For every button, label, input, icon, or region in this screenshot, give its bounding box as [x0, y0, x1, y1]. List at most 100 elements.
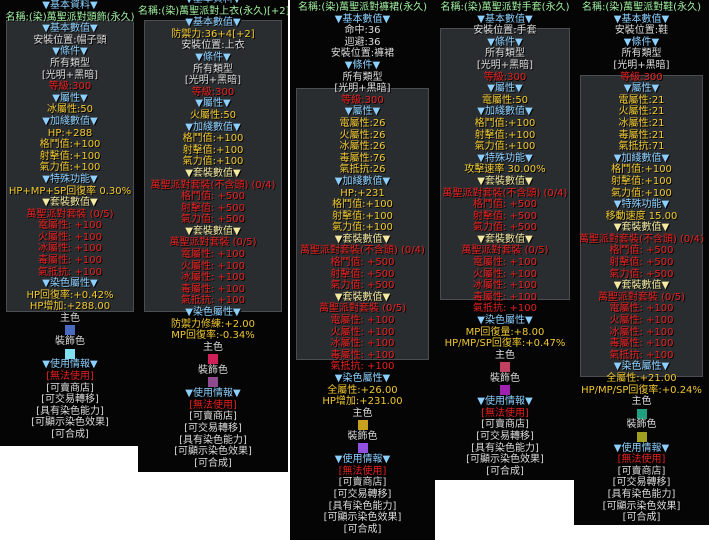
tooltip-line: [可賣商店] — [46, 382, 94, 394]
tooltip-line: 氣抵抗:71 — [618, 141, 665, 153]
color-swatch — [65, 348, 75, 359]
tooltip-line: 火屬性: +100 — [472, 268, 537, 280]
tooltip-line: 毒屬性: +100 — [330, 349, 395, 361]
tooltip-line: 主色 — [631, 396, 652, 408]
tooltip-line: 火屬性: +100 — [609, 315, 674, 327]
tooltip-line: 全屬性:+26.00 — [327, 384, 398, 396]
section-header: ▼使用情報▼ — [42, 359, 98, 371]
tooltip-line: 命中:36 — [344, 25, 381, 37]
color-swatch — [500, 385, 510, 396]
tooltip-line: 萬聖派對套裝 (0/5) — [169, 237, 257, 249]
tooltip-line: [無法使用] — [338, 465, 387, 477]
tooltip-line: 格鬥值: +500 — [609, 245, 674, 257]
tooltip-line: [無法使用] — [617, 454, 666, 466]
section-header: ▼加綫數值▼ — [185, 121, 241, 133]
tooltip-line: 氣力值: +500 — [330, 280, 395, 292]
tooltip-line: 所有類型 — [621, 48, 662, 60]
tooltip-line: 射擊值: +500 — [609, 257, 674, 269]
tooltip-line: [可合成] — [622, 512, 661, 524]
tooltip-line: 防禦力修練:+2.00 — [170, 318, 255, 330]
tooltip-line: 所有類型 — [50, 57, 90, 69]
tooltip-line: [可賣商店] — [189, 411, 237, 423]
tooltip-line: 毒屬性: +100 — [472, 291, 537, 303]
color-swatch — [208, 377, 218, 388]
section-header: ▼特殊功能▼ — [613, 199, 670, 211]
tooltip-line: 移動速度 15.00 — [605, 210, 678, 222]
section-header: ▼套裝數值▼ — [477, 233, 533, 245]
tooltip-line: 格鬥值:+100 — [39, 139, 101, 151]
tooltip-line: [可合成] — [194, 457, 232, 469]
tooltip-line: 冰屬性:50 — [46, 104, 94, 116]
tooltip-line: 裝飾色 — [198, 365, 228, 376]
tooltip-line: [具有染色能力] — [36, 405, 104, 417]
item-tooltip-shoes: 名稱:(染)萬聖派對鞋(永久) ▼基本數值▼ 安裝位置:鞋 ▼條件▼ 所有類型 [光明+黑… — [574, 0, 709, 525]
tooltip-line: HP+MP+SP回復率 0.30% — [8, 185, 132, 197]
tooltip-line: 射擊值:+100 — [474, 129, 536, 141]
tooltip-line: [可合成] — [343, 523, 382, 535]
color-swatch — [357, 420, 368, 431]
tooltip-line: 主色 — [60, 313, 80, 325]
tooltip-line: 氣力值: +500 — [180, 214, 245, 226]
item-tooltip-headwear: ▼基本資料▼ 名稱:(染)萬聖派對頭飾(永久) ▼基本數值▼ 安裝位置:帽子頭 ▼條件▼… — [0, 0, 140, 446]
tooltip-line: MP回復率:-0.34% — [171, 330, 255, 342]
inventory-window — [580, 75, 703, 377]
section-header: ▼套裝數值▼ — [185, 225, 241, 237]
section-header: ▼染色屬性▼ — [613, 361, 670, 373]
tooltip-line: [無法使用] — [46, 371, 94, 382]
tooltip-line: 氣抵抗:26 — [339, 164, 386, 176]
tooltip-line: 萬聖派對套裝(不含頭) (0/4) — [579, 233, 704, 245]
main-color-swatch — [138, 353, 288, 365]
tooltip-lines: ▼基本資料▼名稱:(染)萬聖派對上衣(永久)[+2]▼基本數值▼防禦力:36+4… — [138, 0, 288, 469]
inventory-window — [440, 28, 570, 300]
section-header: ▼套裝數值▼ — [42, 197, 98, 209]
tooltip-line: 冰屬性:26 — [339, 141, 386, 153]
tooltip-line: 氣抵抗: +100 — [609, 349, 674, 361]
tooltip-line: [光明+黑暗] — [41, 69, 99, 81]
tooltip-line: 裝飾色 — [55, 336, 85, 348]
tooltip-line: 電屬性: +100 — [472, 257, 537, 269]
tooltip-line: 氣力值:+100 — [332, 222, 393, 234]
section-header: ▼套裝數值▼ — [185, 167, 241, 179]
tooltip-line: 氣抵抗: +100 — [180, 295, 245, 307]
tooltip-line: 全屬性:+21.00 — [606, 373, 677, 384]
item-name: 名稱:(染)萬聖派對手套(永久) — [440, 2, 570, 13]
tooltip-line: 萬聖派對套裝 (0/5) — [318, 303, 407, 315]
color-swatch — [636, 408, 647, 419]
inventory-window — [296, 88, 429, 360]
tooltip-line: 火屬性: +100 — [180, 260, 245, 272]
tooltip-line: [可賣商店] — [338, 477, 387, 489]
tooltip-line: 射擊值: +500 — [330, 268, 395, 280]
main-color-swatch — [434, 361, 576, 373]
section-header: ▼加綫數值▼ — [42, 115, 98, 127]
tooltip-line: 萬聖派對套裝 (0/5) — [461, 245, 549, 257]
tooltip-line: [可顯示染色效果] — [466, 454, 544, 466]
section-header: ▼使用情報▼ — [613, 442, 670, 454]
tooltip-line: 射擊值:+100 — [182, 144, 244, 156]
tooltip-line: [具有染色能力] — [607, 488, 676, 500]
tooltip-line: MP回復量:+8.00 — [465, 326, 545, 338]
tooltip-line: 氣力值:+100 — [611, 187, 672, 199]
tooltip-line: [可顯示染色效果] — [602, 500, 681, 512]
tooltip-line: 氣力值: +500 — [472, 222, 537, 234]
tooltip-line: 萬聖派對套裝(不含頭) (0/4) — [150, 179, 276, 191]
section-header: ▼屬性▼ — [195, 98, 231, 110]
tooltip-line: 安裝位置:褲裙 — [330, 48, 395, 60]
tooltip-line: 格鬥值:+100 — [611, 164, 672, 176]
tooltip-line: 格鬥值:+100 — [332, 199, 393, 211]
color-swatch — [65, 325, 75, 336]
section-header: ▼基本數值▼ — [42, 23, 98, 35]
tooltip-line: 電屬性:26 — [339, 117, 386, 129]
color-swatch — [500, 362, 510, 373]
tooltip-line: 攻擊速率 30.00% — [464, 164, 546, 176]
tooltip-line: 安裝位置:鞋 — [614, 25, 669, 37]
tooltip-line: 毒屬性: +100 — [37, 255, 102, 267]
tooltip-line: 安裝位置:帽子頭 — [33, 34, 107, 46]
color-swatch — [357, 443, 368, 454]
tooltip-line: 裝飾色 — [347, 430, 378, 442]
decoration-color-swatch — [0, 348, 140, 360]
main-color-swatch — [290, 419, 435, 431]
tooltip-line: HP/MP/SP回復率:+0.47% — [444, 338, 566, 350]
tooltip-lines: 名稱:(染)萬聖派對手套(永久) ▼基本數值▼ 安裝位置:手套 ▼條件▼ 所有類型 [光明… — [434, 2, 576, 477]
item-tooltip-pants: 名稱:(染)萬聖派對褲裙(永久) ▼基本數值▼ 命中:36 迴避:36 安裝位置:褲裙 ▼… — [290, 0, 435, 540]
section-header: ▼染色屬性▼ — [477, 315, 533, 327]
